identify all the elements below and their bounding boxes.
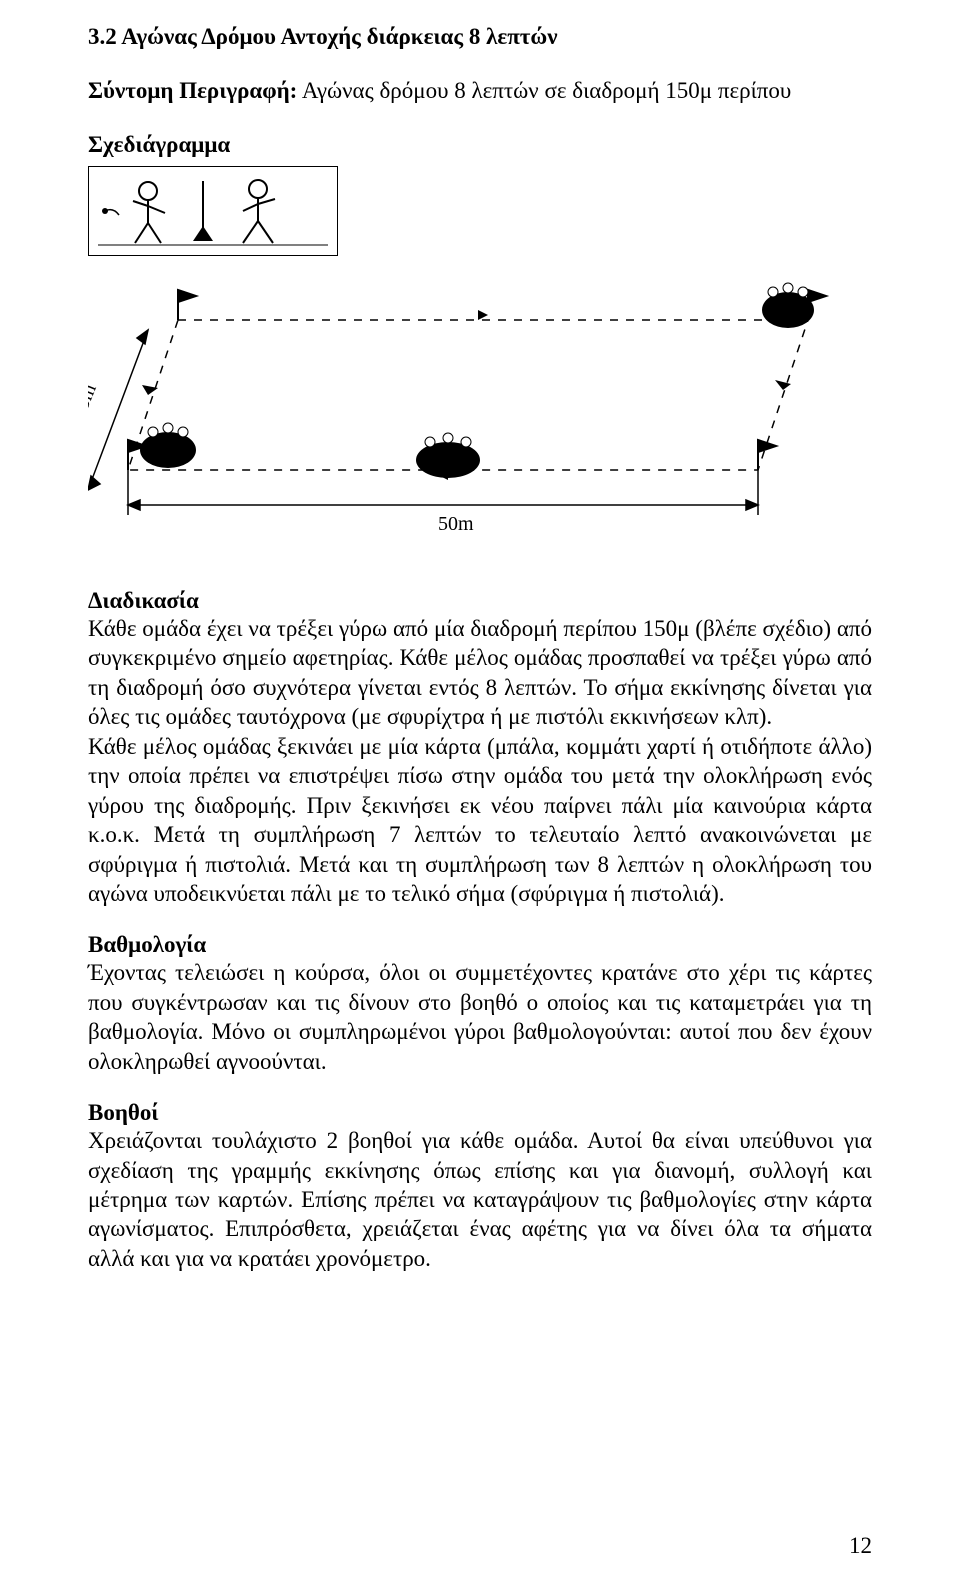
- dim-label-25m: 25m: [88, 380, 101, 422]
- dim-label-50m: 50m: [438, 513, 474, 535]
- scoring-body: Έχοντας τελειώσει η κούρσα, όλοι οι συμμ…: [88, 958, 872, 1076]
- page-number: 12: [849, 1533, 872, 1559]
- diagram-heading: Σχεδιάγραμμα: [88, 132, 872, 158]
- diagram: 50m 25m: [88, 166, 872, 560]
- page: 3.2 Αγώνας Δρόμου Αντοχής διάρκειας 8 λε…: [0, 0, 960, 1583]
- track-plan-icon: 50m 25m: [88, 260, 868, 560]
- assistants-body: Χρειάζονται τουλάχιστο 2 βοηθοί για κάθε…: [88, 1126, 872, 1273]
- short-description: Σύντομη Περιγραφή: Αγώνας δρόμου 8 λεπτώ…: [88, 78, 872, 104]
- runners-sketch-icon: [93, 171, 333, 251]
- procedure-heading: Διαδικασία: [88, 588, 872, 614]
- assistants-heading: Βοηθοί: [88, 1100, 872, 1126]
- short-description-label: Σύντομη Περιγραφή:: [88, 78, 297, 103]
- short-description-text: Αγώνας δρόμου 8 λεπτών σε διαδρομή 150μ …: [302, 78, 791, 103]
- diagram-inset: [88, 166, 338, 256]
- procedure-body: Κάθε ομάδα έχει να τρέξει γύρω από μία δ…: [88, 614, 872, 908]
- page-title: 3.2 Αγώνας Δρόμου Αντοχής διάρκειας 8 λε…: [88, 24, 872, 50]
- scoring-heading: Βαθμολογία: [88, 932, 872, 958]
